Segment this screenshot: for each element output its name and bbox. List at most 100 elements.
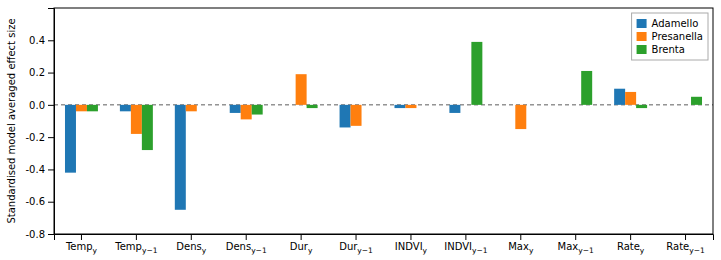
bar xyxy=(197,104,208,105)
x-tick-label: Ratey xyxy=(617,241,645,255)
x-tick-mark xyxy=(81,234,82,240)
bar xyxy=(449,105,460,113)
x-tick-label-sub: y−1 xyxy=(689,246,705,255)
legend-item: Adamello xyxy=(637,18,699,29)
x-tick-mark xyxy=(520,234,521,240)
x-tick-label-main: INDVI xyxy=(444,241,472,252)
bar xyxy=(175,105,186,210)
y-tick-label: -0.6 xyxy=(25,196,45,207)
x-tick-label-sub: y−1 xyxy=(357,246,373,255)
bar xyxy=(285,104,296,105)
x-tick: Ratey−1 xyxy=(666,234,705,255)
x-tick: Maxy−1 xyxy=(558,234,594,255)
y-tick: 0.0 xyxy=(29,100,54,111)
y-tick-label: 0.0 xyxy=(29,100,45,111)
x-tick-label-main: Max xyxy=(558,241,579,252)
x-tick-mark xyxy=(301,234,302,240)
bar xyxy=(252,105,263,115)
bar xyxy=(230,105,241,113)
x-tick-label-sub: y xyxy=(529,246,534,255)
legend-label: Presanella xyxy=(652,31,703,42)
bar xyxy=(142,105,153,150)
y-axis: -0.8 -0.6 -0.4 -0.2 0.0 0.2 0.4 xyxy=(25,9,54,240)
y-tick: -0.8 xyxy=(25,229,54,240)
bar xyxy=(504,104,515,105)
bar xyxy=(131,105,142,134)
bar xyxy=(76,105,87,111)
x-tick-label: INDVIy−1 xyxy=(444,241,487,255)
x-tick-label-main: Dens xyxy=(226,241,251,252)
bar xyxy=(186,105,197,111)
chart: -0.8-0.6-0.4-0.20.00.20.4TempyTempy−1Den… xyxy=(0,0,721,260)
bar xyxy=(680,104,691,105)
x-tick-mark xyxy=(630,234,631,240)
y-tick-mark xyxy=(48,73,54,74)
x-axis: TempyTempy−1DensyDensy−1DuryDury−1INDVIy… xyxy=(55,234,714,255)
x-tick-mark xyxy=(685,234,686,240)
bar xyxy=(614,89,625,105)
bar xyxy=(625,92,636,105)
bar xyxy=(570,104,581,105)
bar xyxy=(416,104,427,105)
x-tick-label-main: Temp xyxy=(114,241,142,252)
x-tick: Ratey xyxy=(617,234,645,255)
x-tick-mark xyxy=(136,234,137,240)
legend-item: Brenta xyxy=(637,44,685,55)
x-tick-label: Tempy xyxy=(65,241,98,255)
legend-swatch xyxy=(637,19,647,28)
x-tick-mark xyxy=(191,234,192,240)
x-tick-label-main: Rate xyxy=(617,241,640,252)
bar xyxy=(515,105,526,129)
y-tick-mark xyxy=(48,169,54,170)
y-tick-mark xyxy=(48,105,54,106)
y-tick-label: 0.2 xyxy=(29,67,45,78)
bar xyxy=(307,105,318,108)
x-tick-label: Dury xyxy=(290,241,313,255)
x-tick-label-sub: y xyxy=(423,246,428,255)
x-tick-label-main: Max xyxy=(508,241,529,252)
bar xyxy=(120,105,131,111)
x-tick-label: Maxy−1 xyxy=(558,241,594,255)
plot: -0.8-0.6-0.4-0.20.00.20.4TempyTempy−1Den… xyxy=(25,8,713,255)
bar xyxy=(669,104,680,105)
legend: Adamello Presanella Brenta xyxy=(632,13,708,60)
x-tick-label: Ratey−1 xyxy=(666,241,705,255)
legend-label: Adamello xyxy=(652,18,699,29)
x-tick-label-main: INDVI xyxy=(395,241,423,252)
bar xyxy=(296,74,307,105)
bar xyxy=(351,105,362,126)
x-tick-mark xyxy=(465,234,466,240)
x-tick-label: INDVIy xyxy=(395,241,428,255)
y-tick-mark xyxy=(48,234,54,235)
x-tick-label: Tempy−1 xyxy=(114,241,157,255)
x-tick-label-sub: y xyxy=(640,246,645,255)
y-tick: -0.4 xyxy=(25,164,54,175)
legend-label: Brenta xyxy=(652,44,685,55)
x-tick-label-sub: y xyxy=(308,246,313,255)
x-tick-label-sub: y xyxy=(202,246,207,255)
bar xyxy=(559,104,570,105)
x-tick: Tempy xyxy=(65,234,98,255)
bar xyxy=(636,105,647,108)
bar xyxy=(340,105,351,128)
x-tick-label: Maxy xyxy=(508,241,534,255)
legend-item: Presanella xyxy=(637,31,703,42)
y-tick: -0.2 xyxy=(25,132,54,143)
bar xyxy=(241,105,252,120)
y-tick-label: -0.8 xyxy=(25,229,45,240)
legend-swatch xyxy=(637,32,647,41)
plot-frame xyxy=(54,8,713,234)
x-tick-mark xyxy=(356,234,357,240)
y-tick-label: 0.4 xyxy=(29,35,45,46)
x-tick-label: Densy xyxy=(176,241,206,255)
x-tick: Dury−1 xyxy=(339,234,373,255)
x-tick-label-sub: y−1 xyxy=(142,246,158,255)
bar xyxy=(691,97,702,105)
x-tick-label-sub: y−1 xyxy=(578,246,594,255)
bar xyxy=(65,105,76,173)
y-tick-mark xyxy=(48,40,54,41)
bar xyxy=(581,71,592,105)
y-tick-label: -0.4 xyxy=(25,164,45,175)
y-tick: 0.2 xyxy=(29,67,54,78)
x-tick: Densy xyxy=(176,234,206,255)
